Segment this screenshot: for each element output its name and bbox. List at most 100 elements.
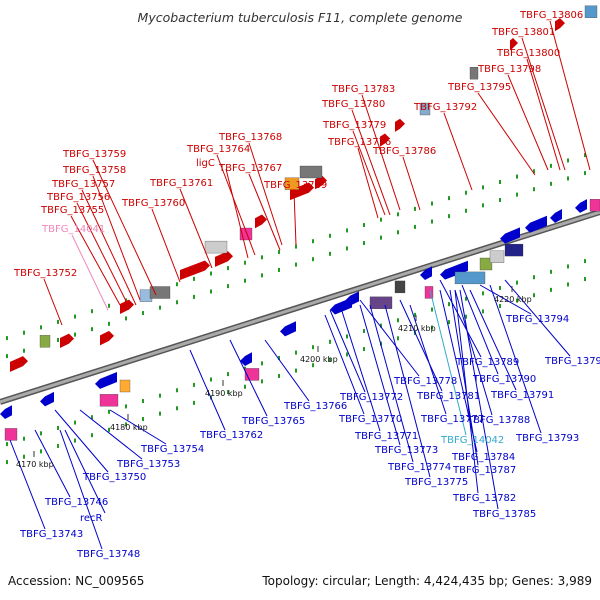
track-dot — [57, 443, 59, 448]
label-leader — [248, 142, 283, 246]
track-dot — [193, 276, 195, 281]
gene-label: TBFG_13767 — [218, 163, 282, 174]
track-dot — [567, 158, 569, 163]
gene-block — [99, 394, 119, 407]
gene-block — [419, 102, 431, 116]
track-dot — [278, 249, 280, 254]
label-leader — [43, 278, 63, 326]
gene-arrow-forward — [555, 18, 565, 32]
track-dot — [380, 235, 382, 240]
scale-ticks: 4170 kbp 4180 kbp 4190 kbp 4200 kbp 4210 kbp… — [16, 286, 532, 469]
label-leader — [225, 168, 249, 259]
label-leader — [507, 74, 549, 171]
label-leader — [361, 94, 401, 211]
track-dot — [465, 314, 467, 319]
label-leader — [439, 279, 482, 358]
gene-block — [149, 286, 171, 299]
track-dot — [23, 436, 25, 441]
label-leader — [443, 112, 473, 191]
label-leader — [293, 190, 297, 246]
gene-label: TBFG_13784 — [451, 452, 515, 463]
gene-arrow-reverse — [550, 209, 562, 223]
gene-label: TBFG_13786 — [372, 146, 436, 157]
track-dot — [74, 314, 76, 319]
track-dot — [346, 334, 348, 339]
track-dot — [533, 293, 535, 298]
track-dot — [431, 307, 433, 312]
track-dot — [584, 153, 586, 158]
track-dot — [329, 233, 331, 238]
track-dot — [261, 273, 263, 278]
track-dot — [74, 438, 76, 443]
label-leader — [76, 202, 129, 306]
gene-arrow-forward — [10, 356, 28, 372]
gene-label: TBFG_13801 — [491, 27, 555, 38]
gene-label: TBFG_13781 — [416, 391, 480, 402]
label-leader — [81, 189, 137, 306]
track-dot — [295, 350, 297, 355]
track-dot — [108, 303, 110, 308]
label-leader — [34, 429, 71, 498]
label-leader — [359, 304, 401, 446]
label-leader — [409, 304, 447, 415]
gene-label: TBFG_13762 — [199, 430, 263, 441]
gene-label: TBFG_13755 — [40, 205, 104, 216]
gene-label: TBFG_13800 — [496, 48, 560, 59]
track-dot — [397, 212, 399, 217]
track-dot — [193, 382, 195, 387]
track-dot — [499, 285, 501, 290]
gene-label: TBFG_13772 — [339, 392, 403, 403]
track-dot — [261, 379, 263, 384]
track-dot — [465, 296, 467, 301]
gene-arrow-reverse — [500, 227, 520, 244]
tick-label: 4210 kbp — [398, 324, 436, 333]
track-dot — [91, 309, 93, 314]
track-dot — [448, 196, 450, 201]
map-title: Mycobacterium tuberculosis F11, complete… — [138, 10, 463, 25]
gene-label: TBFG_13795 — [447, 82, 511, 93]
track-dot — [414, 206, 416, 211]
label-leader — [70, 215, 121, 306]
gene-block — [489, 250, 505, 263]
label-leader — [229, 339, 268, 417]
track-dot — [431, 325, 433, 330]
track-dot — [227, 266, 229, 271]
track-dot — [550, 181, 552, 186]
gene-arrow-reverse — [40, 391, 54, 407]
track-dot — [482, 185, 484, 190]
track-dot — [23, 454, 25, 459]
track-dot — [278, 267, 280, 272]
track-dot — [210, 377, 212, 382]
track-dot — [516, 280, 518, 285]
label-leader — [9, 439, 46, 530]
gene-label: TBFG_13779 — [322, 120, 386, 131]
gene-label: TBFG_13792 — [413, 102, 477, 113]
label-leader — [359, 299, 420, 377]
gene-arrow-reverse — [575, 199, 587, 213]
label-leader — [449, 289, 479, 466]
label-leader — [92, 175, 141, 301]
track-dot — [261, 255, 263, 260]
gene-label: recR — [80, 513, 103, 524]
gene-block — [454, 271, 486, 285]
track-dot — [210, 289, 212, 294]
gene-label: TBFG_13768 — [218, 132, 282, 143]
track-dot — [6, 460, 8, 465]
track-dot — [6, 354, 8, 359]
track-dot — [567, 176, 569, 181]
gene-label: TBFG_13757 — [51, 179, 115, 190]
label-leader — [216, 154, 256, 256]
gene-label: TBFG_13770 — [338, 414, 402, 425]
track-dot — [516, 192, 518, 197]
track-dot — [312, 239, 314, 244]
gene-label: TBFG_13783 — [331, 84, 395, 95]
topology-text: Topology: circular; Length: 4,424,435 bp… — [261, 574, 592, 588]
gene-label: TBFG_13753 — [116, 459, 180, 470]
label-leader — [357, 147, 379, 219]
gene-block — [284, 177, 300, 190]
track-dot — [584, 259, 586, 264]
gene-label: TBFG_13748 — [76, 549, 140, 560]
track-dot — [57, 319, 59, 324]
track-dot — [363, 347, 365, 352]
